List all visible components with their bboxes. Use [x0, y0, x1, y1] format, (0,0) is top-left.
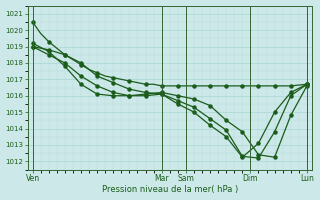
X-axis label: Pression niveau de la mer( hPa ): Pression niveau de la mer( hPa ) — [102, 185, 238, 194]
